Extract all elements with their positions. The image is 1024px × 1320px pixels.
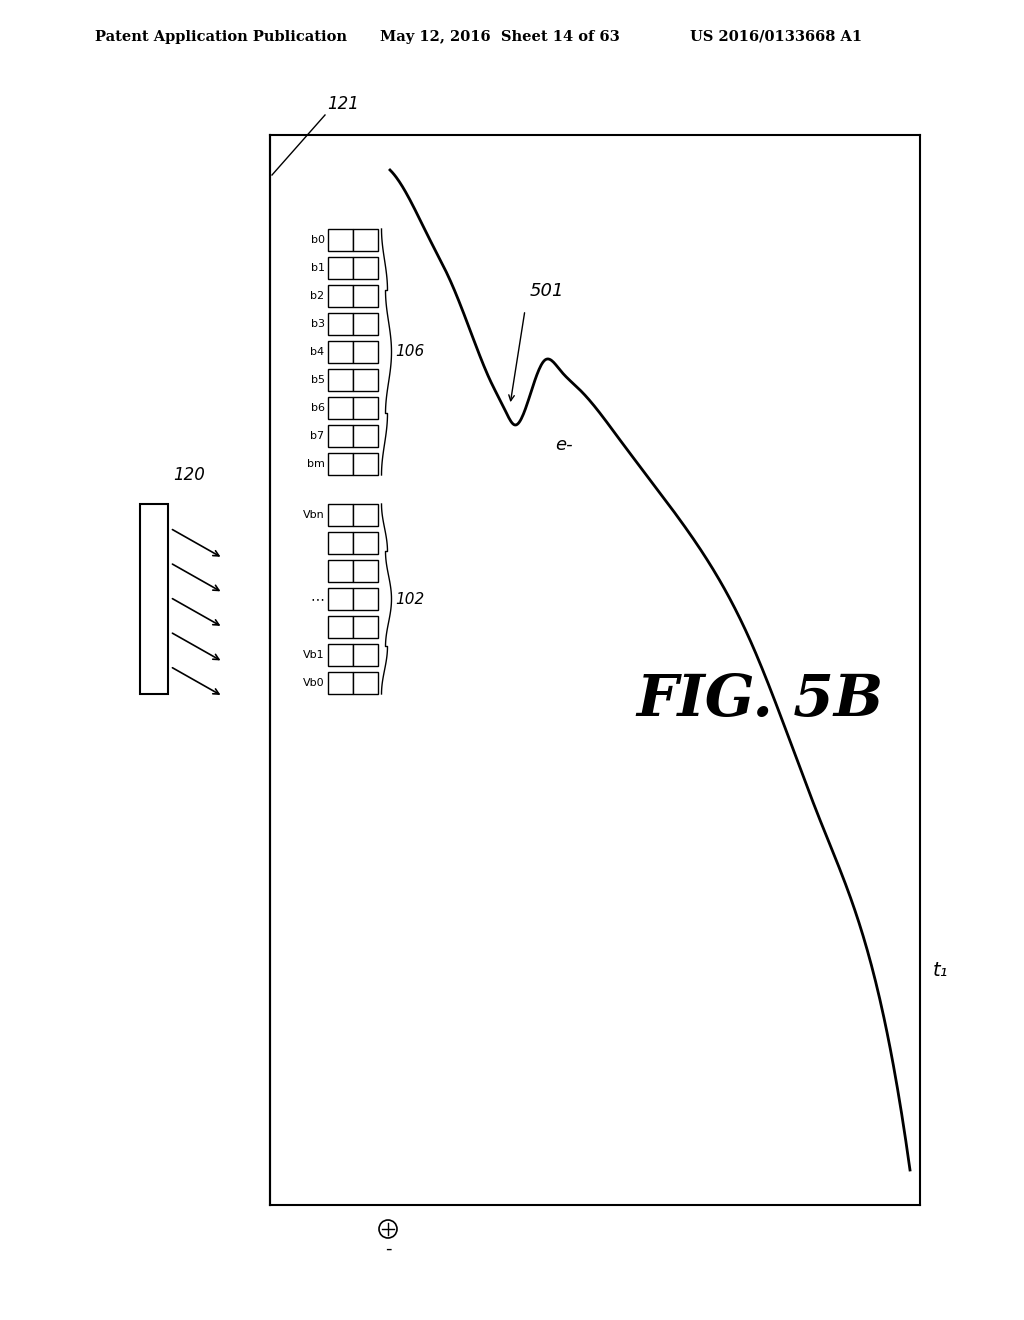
Bar	[328, 504, 352, 525]
Bar	[352, 397, 378, 418]
Text: Vbn: Vbn	[303, 510, 325, 520]
Bar	[328, 397, 352, 418]
Text: b5: b5	[310, 375, 325, 385]
Text: 501: 501	[530, 282, 564, 300]
Bar	[328, 453, 352, 475]
Text: 121: 121	[327, 95, 358, 114]
Bar	[352, 587, 378, 610]
Bar	[352, 228, 378, 251]
Text: b2: b2	[310, 290, 325, 301]
Bar	[352, 257, 378, 279]
Bar	[140, 504, 168, 694]
Text: US 2016/0133668 A1: US 2016/0133668 A1	[690, 30, 862, 44]
Bar	[328, 257, 352, 279]
Bar	[328, 313, 352, 335]
Text: e-: e-	[555, 436, 572, 454]
Bar	[352, 341, 378, 363]
Text: ⋯: ⋯	[310, 591, 325, 606]
Bar	[352, 504, 378, 525]
Bar	[328, 587, 352, 610]
Bar	[328, 560, 352, 582]
Text: Vb0: Vb0	[303, 678, 325, 688]
Bar	[328, 285, 352, 308]
Text: b0: b0	[310, 235, 325, 246]
Text: b4: b4	[310, 347, 325, 356]
Text: b6: b6	[310, 403, 325, 413]
Text: FIG. 5B: FIG. 5B	[636, 672, 884, 729]
Text: 102: 102	[395, 591, 425, 606]
Text: b3: b3	[310, 319, 325, 329]
Bar	[352, 532, 378, 554]
Bar	[352, 560, 378, 582]
Bar	[352, 453, 378, 475]
Text: May 12, 2016  Sheet 14 of 63: May 12, 2016 Sheet 14 of 63	[380, 30, 620, 44]
Text: b1: b1	[310, 263, 325, 273]
Text: t₁: t₁	[933, 961, 948, 979]
Text: bm: bm	[306, 459, 325, 469]
Bar	[352, 644, 378, 667]
Bar	[352, 616, 378, 638]
Bar	[328, 644, 352, 667]
Bar	[352, 672, 378, 694]
Text: Vb1: Vb1	[303, 649, 325, 660]
Text: Patent Application Publication: Patent Application Publication	[95, 30, 347, 44]
Bar	[352, 285, 378, 308]
Bar	[328, 370, 352, 391]
Bar	[352, 313, 378, 335]
Bar	[328, 532, 352, 554]
Bar	[328, 425, 352, 447]
Bar	[352, 370, 378, 391]
Bar	[352, 425, 378, 447]
Bar	[328, 672, 352, 694]
Text: 120: 120	[173, 466, 205, 484]
Text: -: -	[385, 1239, 391, 1258]
Bar	[328, 341, 352, 363]
Bar	[328, 228, 352, 251]
Bar	[328, 616, 352, 638]
Text: b7: b7	[310, 432, 325, 441]
Text: 106: 106	[395, 345, 425, 359]
